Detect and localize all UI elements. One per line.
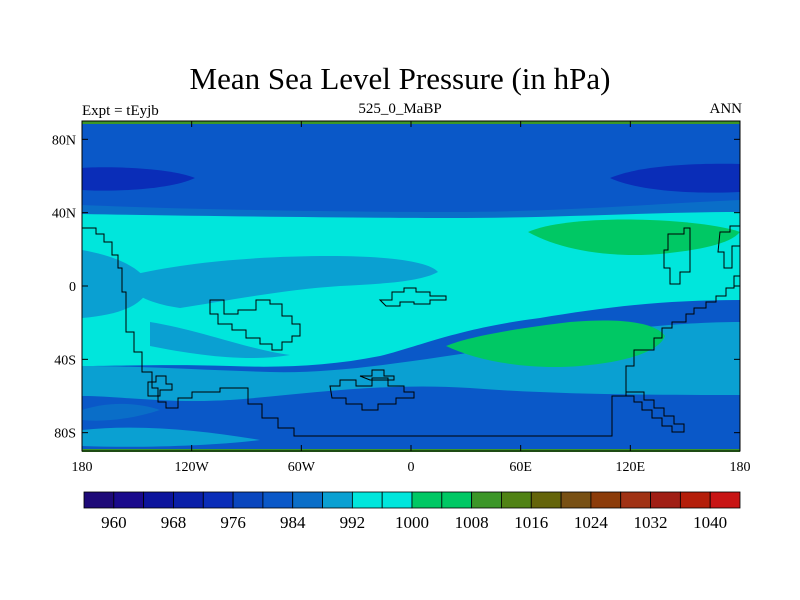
- field-south-patch-1: [82, 403, 160, 421]
- colorbar-swatch: [530, 491, 562, 509]
- field-south-tropical-band: [150, 322, 290, 359]
- colorbar-swatch: [173, 491, 204, 509]
- field-tropics-cyan: [82, 212, 740, 367]
- colorbar-swatch: [709, 491, 741, 509]
- coastline-continent-a: [209, 299, 301, 351]
- time-label: 525_0_MaBP: [358, 101, 442, 117]
- colorbar-label: 968: [161, 513, 187, 532]
- colorbar-swatch: [471, 491, 502, 509]
- colorbar-swatch: [351, 491, 383, 509]
- y-tick-label: 40S: [54, 353, 76, 368]
- pressure-field: [82, 121, 740, 452]
- colorbar-swatch: [292, 491, 323, 509]
- coastline-south-ice: [147, 375, 173, 397]
- colorbar: 960 968 976 984 992 1000 1008 1016 1024 1032 1040: [83, 491, 741, 532]
- field-highs-south: [446, 320, 665, 368]
- y-tick-label: 80S: [54, 427, 76, 442]
- colorbar-swatch: [441, 491, 473, 509]
- colorbar-label: 960: [101, 513, 127, 532]
- colorbar-label: 976: [220, 513, 246, 532]
- coastline-east-a: [663, 227, 691, 285]
- y-tick-label: 80N: [52, 133, 76, 148]
- colorbar-label: 1000: [395, 513, 429, 532]
- field-north-tropical-band: [120, 256, 438, 308]
- coastline-island-c: [329, 377, 415, 411]
- field-band-north-dark: [82, 150, 740, 209]
- colorbar-swatch: [83, 491, 115, 509]
- x-tick-label: 120E: [616, 460, 646, 475]
- colorbar-swatch: [202, 491, 234, 509]
- field-trough-pacific-north: [82, 167, 195, 191]
- colorbar-label: 1016: [514, 513, 548, 532]
- colorbar-swatch: [113, 491, 145, 509]
- colorbar-swatch: [620, 491, 651, 509]
- field-south-patch-2: [82, 427, 260, 447]
- colorbar-swatch: [232, 491, 264, 509]
- chart-title: Mean Sea Level Pressure (in hPa): [189, 61, 611, 96]
- colorbar-swatch: [560, 491, 592, 509]
- colorbar-swatch: [322, 491, 353, 509]
- x-tick-label: 0: [408, 460, 415, 475]
- axes: 180 120W 60W 0 60E 120E 180 80N 40N 0 40S 80S: [52, 121, 751, 475]
- colorbar-label: 1024: [574, 513, 609, 532]
- field-eastpacific-cyan: [82, 250, 150, 318]
- colorbar-swatch: [650, 491, 681, 509]
- season-label: ANN: [709, 101, 743, 117]
- field-trough-eurasia-north: [610, 163, 740, 193]
- colorbar-swatch: [590, 491, 622, 509]
- colorbar-swatch: [381, 491, 413, 509]
- y-tick-label: 0: [69, 280, 76, 295]
- coastline-west: [82, 227, 740, 437]
- coastline-east-south: [626, 391, 685, 433]
- coastline-island-d: [359, 369, 395, 381]
- x-tick-label: 60E: [509, 460, 532, 475]
- colorbar-swatch: [411, 491, 443, 509]
- colorbar-swatch: [143, 491, 174, 509]
- coastline-east-b: [717, 225, 741, 269]
- x-tick-label: 180: [72, 460, 93, 475]
- x-tick-label: 120W: [175, 460, 210, 475]
- colorbar-label: 992: [340, 513, 366, 532]
- colorbar-swatch: [679, 491, 711, 509]
- colorbar-swatch: [501, 491, 532, 509]
- paleo-coastlines: [82, 225, 741, 437]
- experiment-label: Expt = tEyjb: [82, 103, 159, 119]
- x-tick-label: 180: [730, 460, 751, 475]
- coastline-island-b: [378, 287, 447, 307]
- x-tick-label: 60W: [288, 460, 316, 475]
- y-tick-label: 40N: [52, 207, 76, 222]
- colorbar-label: 984: [280, 513, 306, 532]
- colorbar-label: 1040: [693, 513, 727, 532]
- colorbar-label: 1032: [634, 513, 668, 532]
- colorbar-label: 1008: [455, 513, 489, 532]
- colorbar-swatch: [262, 491, 294, 509]
